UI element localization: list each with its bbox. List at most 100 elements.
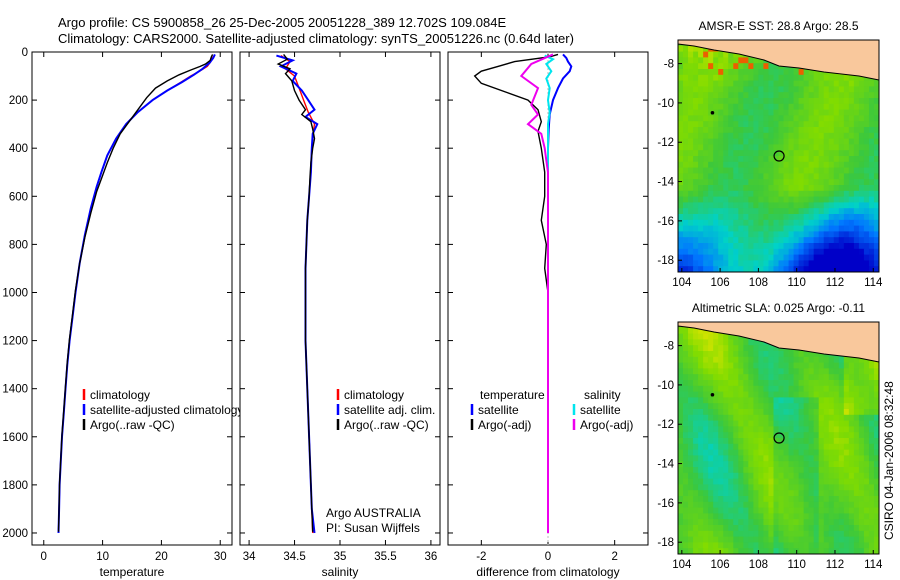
map-cell	[763, 266, 769, 273]
map-cell	[738, 548, 744, 555]
map-cell	[793, 356, 800, 363]
map-cell	[708, 74, 714, 81]
map-cell	[803, 144, 810, 151]
map-cell	[723, 351, 729, 358]
map-cell	[738, 391, 744, 398]
map-cell	[683, 167, 689, 174]
map-cell	[848, 161, 855, 168]
map-cell	[798, 472, 805, 479]
map-cell	[758, 449, 764, 456]
map-cell	[693, 196, 699, 203]
map-cell	[798, 243, 805, 250]
map-cell	[833, 542, 840, 549]
map-cell	[698, 542, 704, 549]
map-cell	[783, 190, 789, 197]
map-cell	[818, 144, 825, 151]
map-cell	[808, 98, 815, 105]
map-cell	[743, 432, 749, 439]
map-cell	[763, 356, 769, 363]
map-cell	[738, 86, 744, 93]
map-cell	[748, 231, 754, 238]
map-cell	[873, 461, 880, 468]
map-cell	[763, 254, 769, 261]
map-cell	[693, 127, 699, 134]
map-cell	[808, 391, 815, 398]
map-cell	[868, 362, 875, 369]
map-cell	[718, 525, 724, 532]
map-cell	[828, 138, 835, 145]
map-cell	[718, 530, 724, 537]
map-cell	[688, 513, 694, 520]
map-cell	[698, 530, 704, 537]
map-cell	[808, 150, 815, 157]
map-cell	[703, 74, 709, 81]
map-cell	[833, 548, 840, 555]
map-cell	[838, 243, 845, 250]
map-cell	[728, 368, 734, 375]
legend-entry: climatology	[344, 388, 404, 402]
map-cell	[693, 391, 699, 398]
map-cell	[723, 74, 729, 81]
map-cell	[688, 161, 694, 168]
map-cell	[858, 455, 865, 462]
map-cell	[793, 467, 800, 474]
map-cell	[818, 455, 825, 462]
map-cell	[718, 484, 724, 491]
map-cell	[778, 443, 784, 450]
map-cell	[823, 202, 830, 209]
map-cell	[703, 530, 709, 537]
map-cell	[823, 144, 830, 151]
map-cell	[833, 196, 840, 203]
map-cell	[723, 121, 729, 128]
map-cell	[688, 461, 694, 468]
map-cell	[798, 519, 805, 526]
map-cell	[708, 161, 714, 168]
map-cell	[823, 74, 830, 81]
map-cell	[733, 501, 739, 508]
map-cell	[758, 530, 764, 537]
map-cell	[798, 115, 805, 122]
map-cell	[708, 432, 714, 439]
map-cell	[848, 190, 855, 197]
map-cell	[733, 455, 739, 462]
map-cell	[678, 356, 684, 363]
map-cell	[783, 397, 789, 404]
map-cell	[768, 443, 774, 450]
map-cell	[818, 490, 825, 497]
map-cell	[778, 513, 784, 520]
map-cell	[693, 426, 699, 433]
map-cell	[808, 438, 815, 445]
map-cell	[728, 248, 734, 255]
map-cell	[683, 132, 689, 139]
map-cell	[828, 478, 835, 485]
map-cell	[683, 115, 689, 122]
map-cell	[793, 374, 800, 381]
map-cell	[788, 438, 794, 445]
map-cell	[823, 542, 830, 549]
map-cell	[763, 190, 769, 197]
map-cell	[728, 214, 734, 221]
map-cell	[788, 484, 794, 491]
map-cell	[688, 167, 694, 174]
map-cell	[868, 260, 875, 267]
x-axis-label: temperature	[100, 565, 165, 579]
map-cell	[718, 144, 724, 151]
map-cell	[788, 380, 794, 387]
map-cell	[738, 173, 744, 180]
map-cell	[763, 74, 769, 81]
map-cell	[743, 525, 749, 532]
map-cell	[693, 345, 699, 352]
map-cell	[843, 150, 850, 157]
map-cell	[798, 138, 805, 145]
map-cell	[758, 467, 764, 474]
map-cell	[763, 542, 769, 549]
map-cell	[703, 86, 709, 93]
map-cell	[768, 432, 774, 439]
map-cell	[748, 127, 754, 134]
map-cell	[853, 248, 860, 255]
map-cell	[788, 219, 794, 226]
map-cell	[683, 507, 689, 514]
map-cell	[853, 103, 860, 110]
map-cell	[683, 103, 689, 110]
map-cell	[858, 536, 865, 543]
